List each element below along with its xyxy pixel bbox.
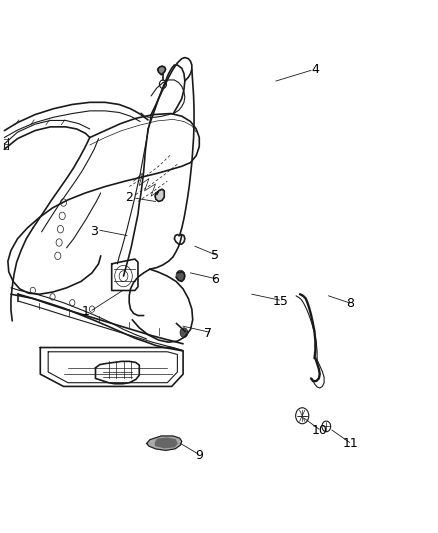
Text: 11: 11	[343, 437, 358, 450]
Text: 1: 1	[81, 305, 89, 318]
Text: 5: 5	[211, 249, 219, 262]
Text: 9: 9	[195, 449, 203, 462]
Text: 10: 10	[312, 424, 328, 437]
Text: 8: 8	[346, 297, 354, 310]
Circle shape	[180, 328, 188, 337]
Text: 3: 3	[90, 225, 98, 238]
Polygon shape	[147, 436, 182, 450]
Polygon shape	[155, 438, 177, 448]
Text: 7: 7	[204, 327, 212, 340]
Text: 15: 15	[272, 295, 288, 308]
Polygon shape	[155, 189, 164, 201]
Text: 4: 4	[311, 63, 319, 76]
Text: 6: 6	[211, 273, 219, 286]
Circle shape	[176, 270, 185, 281]
Polygon shape	[158, 66, 166, 75]
Text: 2: 2	[125, 191, 133, 204]
